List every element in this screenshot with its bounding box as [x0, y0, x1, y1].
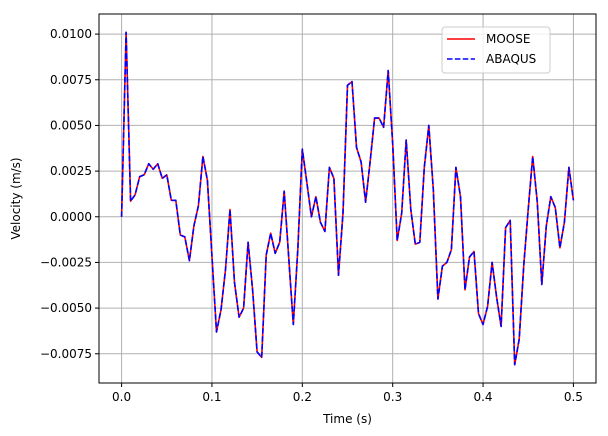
- y-tick-label: 0.0100: [50, 27, 92, 41]
- y-tick-label: 0.0050: [50, 118, 92, 132]
- y-tick-label: −0.0025: [40, 255, 92, 269]
- x-axis-label: Time (s): [322, 412, 372, 426]
- axes-frame: [98, 13, 597, 384]
- y-tick-label: 0.0025: [50, 164, 92, 178]
- y-tick-label: −0.0075: [40, 347, 92, 361]
- y-axis-label: Velocity (m/s): [9, 157, 23, 239]
- moose-series-line: [120, 31, 575, 366]
- x-tick-label: 0.2: [293, 390, 312, 404]
- x-axis-ticks: 0.0 0.1 0.2 0.3 0.4 0.5: [112, 383, 583, 404]
- legend: MOOSE ABAQUS: [441, 26, 551, 74]
- x-tick-label: 0.3: [383, 390, 402, 404]
- data-series: [120, 31, 575, 366]
- x-tick-label: 0.5: [564, 390, 583, 404]
- y-tick-label: −0.0050: [40, 301, 92, 315]
- y-tick-label: 0.0000: [50, 210, 92, 224]
- y-axis-ticks: −0.0075 −0.0050 −0.0025 0.0000 0.0025 0.0050 0…: [40, 27, 99, 361]
- abaqus-series-line: [120, 31, 575, 366]
- x-tick-label: 0.0: [112, 390, 131, 404]
- legend-abaqus-label: ABAQUS: [486, 52, 536, 66]
- x-tick-label: 0.4: [473, 390, 492, 404]
- y-tick-label: 0.0075: [50, 73, 92, 87]
- legend-moose-label: MOOSE: [486, 32, 530, 46]
- x-tick-label: 0.1: [202, 390, 221, 404]
